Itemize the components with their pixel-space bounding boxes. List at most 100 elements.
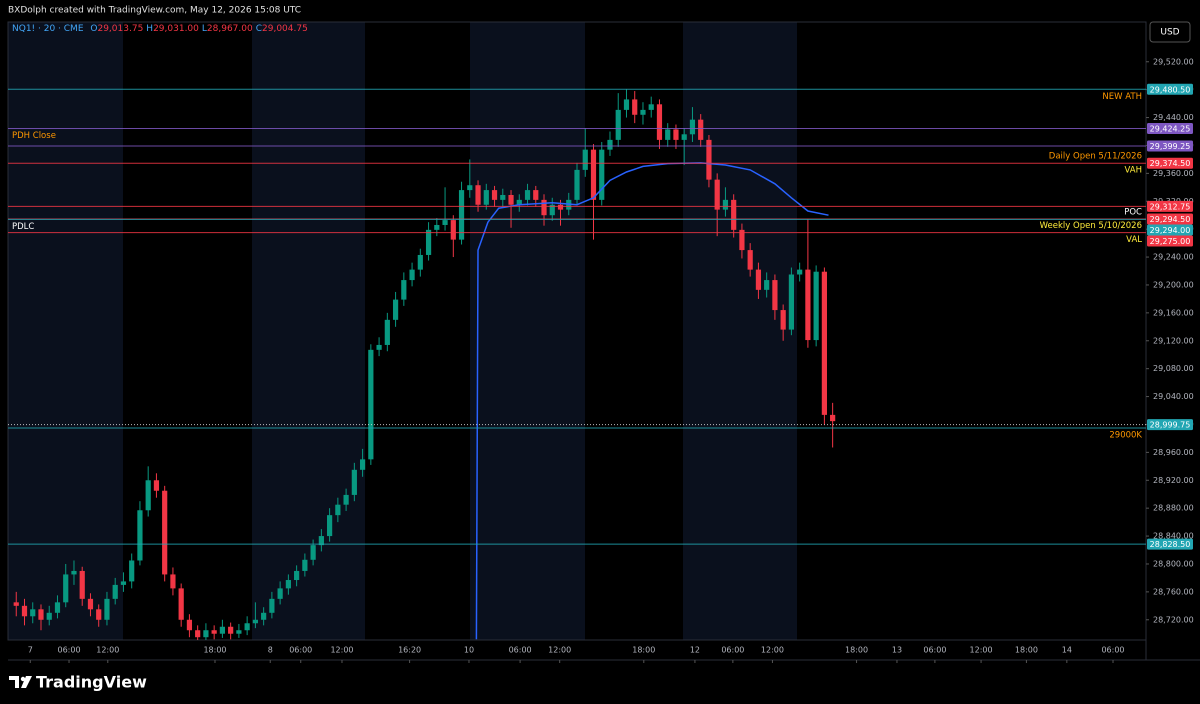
candle-body [170, 574, 176, 589]
y-tick-label: 28,720.00 [1153, 615, 1194, 624]
x-tick-label: 12:00 [548, 646, 571, 655]
y-tick-label: 29,360.00 [1153, 169, 1194, 178]
level-note: 29000K [1109, 430, 1142, 440]
level-note: VAL [1126, 235, 1142, 245]
candle-body [533, 190, 539, 200]
candle-body [368, 349, 374, 460]
x-tick-label: 18:00 [1015, 646, 1038, 655]
candle-body [203, 630, 209, 638]
candle-body [409, 269, 415, 281]
candle-body [450, 220, 456, 240]
candle-body [467, 185, 473, 191]
candle-body [590, 149, 597, 200]
candle-body [137, 510, 143, 561]
y-tick-label: 28,960.00 [1153, 448, 1194, 457]
candle-body [673, 129, 679, 140]
legend-key: C [255, 24, 263, 34]
x-tick-label: 16:20 [398, 646, 421, 655]
candle-body [524, 190, 531, 200]
price-badge-label: 29,294.00 [1150, 226, 1191, 235]
candle-body [359, 459, 366, 470]
candle-body [458, 190, 465, 240]
legend: NQ1! · 20 · CME O29,013.75 H29,031.00 L28,… [12, 24, 311, 34]
candle-body [46, 612, 52, 620]
candle-body [79, 570, 85, 599]
plot: NEW ATH PDH Close Daily Open 5/11/2026 VAH P… [8, 88, 1146, 640]
legend-key: H [146, 24, 154, 34]
y-tick-label: 29,160.00 [1153, 308, 1194, 317]
candle-body [714, 179, 720, 210]
candle-body [261, 612, 267, 620]
candle-body [104, 598, 110, 620]
level-note: PDLC [12, 222, 34, 232]
candle-body [310, 545, 316, 560]
candle-body [698, 119, 704, 140]
candle-body [318, 536, 324, 546]
candle-body [302, 559, 308, 571]
legend-value: 29,004.75 [262, 24, 308, 34]
session-band [8, 22, 123, 640]
candle-body [541, 199, 547, 216]
header: BXDolph created with TradingView.com, Ma… [8, 6, 301, 16]
candle-body [797, 269, 803, 275]
candle-body [30, 609, 36, 617]
price-badge-label: 29,480.50 [1150, 85, 1191, 94]
price-badge [1147, 419, 1193, 431]
currency-box[interactable] [1149, 21, 1191, 43]
currency[interactable]: USD [1160, 28, 1179, 38]
legend-key: O [90, 24, 98, 34]
candle-body [145, 480, 151, 511]
y-tick-label: 29,440.00 [1153, 113, 1194, 122]
session-band [683, 22, 797, 640]
x-tick-label: 12:00 [96, 646, 119, 655]
candle-body [747, 250, 753, 270]
candle-body [54, 602, 61, 613]
level-note: VAH [1125, 166, 1142, 176]
candle-body [491, 190, 498, 200]
price-badge-label: 28,828.50 [1150, 540, 1191, 549]
candle-body [186, 619, 193, 631]
price-badge-label: 29,275.00 [1150, 237, 1191, 246]
candle-body [772, 280, 778, 311]
candle-body [13, 602, 19, 606]
y-tick-label: 28,880.00 [1153, 504, 1194, 513]
axes: 28,720.0028,760.0028,800.0028,840.0028,8… [28, 57, 1194, 663]
price-badge [1147, 83, 1193, 95]
candle-body [252, 619, 258, 624]
candle-body [500, 194, 506, 200]
x-tick-label: 7 [28, 646, 33, 655]
x-tick-label: 06:00 [289, 646, 312, 655]
legend-key: L [201, 24, 207, 34]
candle-body [178, 588, 184, 620]
level-note: PDH Close [12, 131, 56, 141]
price-badge [1147, 140, 1193, 152]
legend-value: 29,013.75 [97, 24, 144, 34]
candle-body [87, 598, 94, 610]
candle-body [351, 469, 357, 495]
candle-body [623, 99, 630, 110]
price-badge [1147, 538, 1193, 550]
candle-body [665, 129, 671, 140]
price-badge-label: 29,399.25 [1150, 142, 1191, 151]
price-badge-label: 28,999.75 [1150, 421, 1191, 430]
y-tick-label: 29,040.00 [1153, 392, 1194, 401]
x-tick-label: 12:00 [970, 646, 993, 655]
level-note: Weekly Open 5/10/2026 [1040, 221, 1142, 231]
candle-body [706, 139, 712, 180]
sessions [8, 22, 797, 640]
candle-body [830, 414, 836, 422]
candle-body [285, 580, 291, 589]
price-badge [1147, 157, 1193, 169]
candle-body [722, 199, 729, 210]
symbol: NQ1! · 20 · CME [12, 24, 84, 34]
candle-body [277, 588, 283, 599]
candle-body [38, 609, 44, 620]
candle-body [689, 119, 696, 135]
legend-value: 29,031.00 [153, 24, 199, 34]
candle-body [780, 310, 786, 330]
candle-body [582, 149, 588, 170]
candle-body [294, 570, 300, 581]
x-tick-label: 18:00 [632, 646, 655, 655]
x-tick-label: 06:00 [57, 646, 80, 655]
